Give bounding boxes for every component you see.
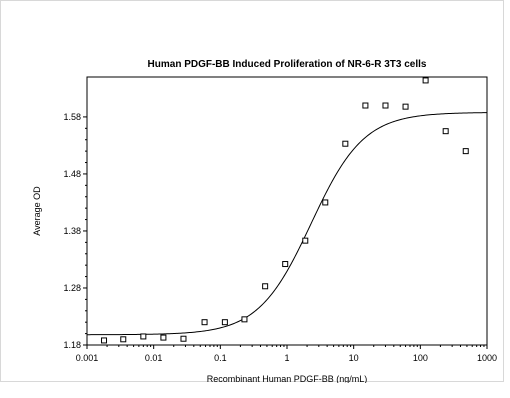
data-point xyxy=(160,334,167,341)
y-tick-label: 1.48 xyxy=(63,169,81,179)
chart-frame: Human PDGF-BB Induced Proliferation of N… xyxy=(0,0,504,383)
y-axis-ticks: 1.18 1.28 1.38 1.48 1.58 xyxy=(63,112,87,350)
data-point xyxy=(201,319,208,326)
data-point xyxy=(462,148,469,155)
data-point xyxy=(302,237,309,244)
data-point xyxy=(262,283,269,290)
x-tick-label: 0.1 xyxy=(214,353,227,363)
fit-curve xyxy=(87,112,488,336)
y-axis-label: Average OD xyxy=(32,186,42,236)
x-tick-label: 10 xyxy=(349,353,359,363)
x-tick-label: 100 xyxy=(413,353,428,363)
x-tick-label: 0.001 xyxy=(76,353,99,363)
data-point xyxy=(120,336,127,343)
chart: Human PDGF-BB Induced Proliferation of N… xyxy=(32,59,497,383)
data-point xyxy=(140,333,147,340)
x-tick-label: 1000 xyxy=(477,353,497,363)
data-point xyxy=(442,128,449,135)
data-point xyxy=(402,103,409,110)
x-tick-label: 1 xyxy=(284,353,289,363)
data-point xyxy=(180,335,187,342)
data-point xyxy=(342,140,349,147)
y-tick-label: 1.18 xyxy=(63,340,81,350)
data-point xyxy=(382,102,389,109)
y-tick-label: 1.28 xyxy=(63,283,81,293)
x-axis-label: Recombinant Human PDGF-BB (ng/mL) xyxy=(207,374,368,383)
data-point xyxy=(322,199,329,206)
data-point xyxy=(282,261,289,268)
chart-title: Human PDGF-BB Induced Proliferation of N… xyxy=(148,59,427,70)
data-point xyxy=(362,102,369,109)
y-tick-label: 1.58 xyxy=(63,112,81,122)
data-point xyxy=(221,319,228,326)
x-tick-label: 0.01 xyxy=(145,353,163,363)
data-point xyxy=(101,337,108,344)
data-point xyxy=(422,77,429,84)
y-tick-label: 1.38 xyxy=(63,226,81,236)
data-points xyxy=(101,77,469,344)
plot-area xyxy=(86,76,488,346)
x-axis-ticks: 0.001 0.01 0.1 1 10 100 1000 xyxy=(76,345,497,363)
data-point xyxy=(241,316,248,323)
